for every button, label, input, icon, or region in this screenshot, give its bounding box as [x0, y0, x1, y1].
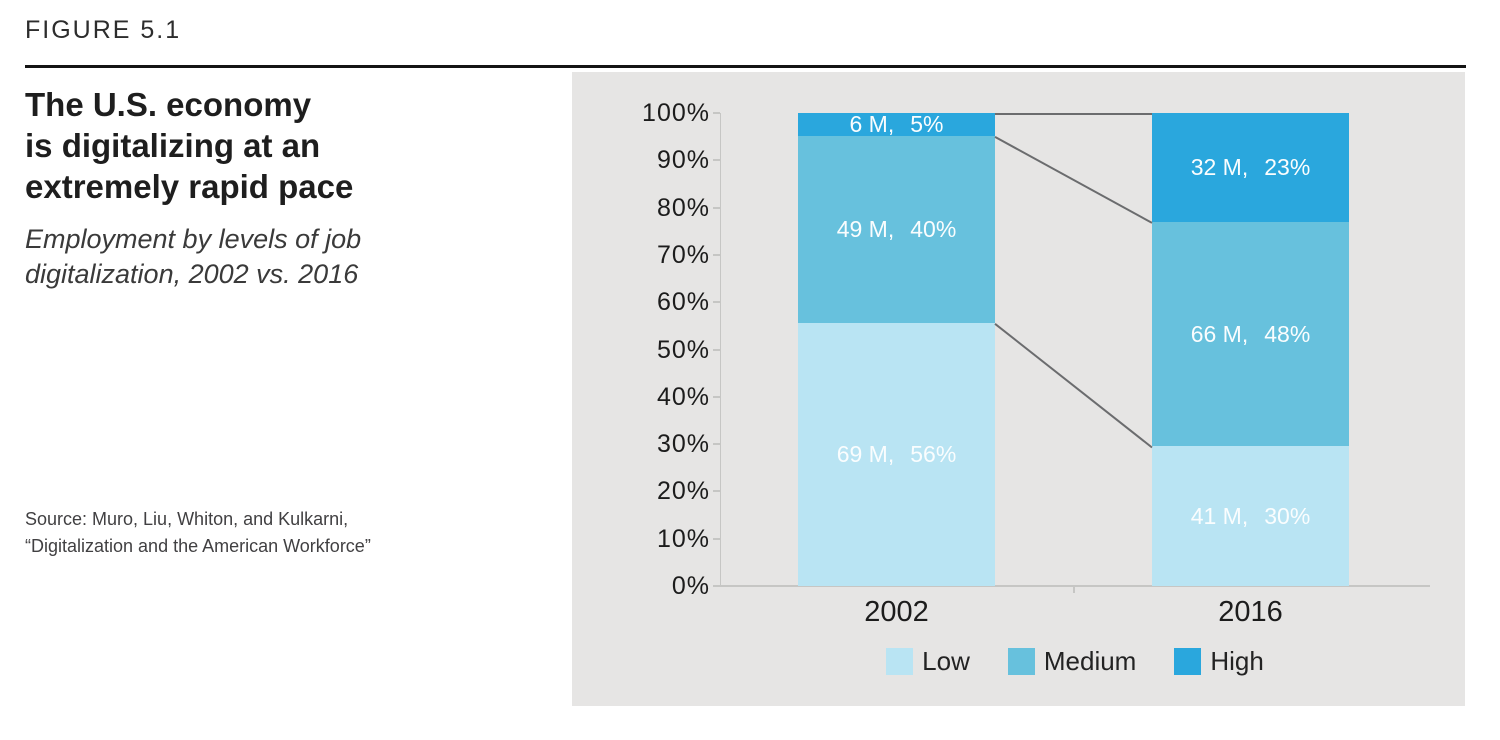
- y-tick: [713, 585, 720, 587]
- y-tick: [713, 253, 720, 256]
- y-tick: [713, 443, 720, 446]
- bar-2016: 41 M, 30% 66 M, 48% 32 M, 23%: [1152, 113, 1349, 586]
- y-tick-label: 70%: [656, 240, 710, 269]
- y-tick: [713, 112, 720, 114]
- connector-line: [994, 323, 1153, 449]
- y-tick-label: 0%: [671, 572, 710, 600]
- y-tick: [713, 537, 720, 540]
- x-category-label: 2002: [864, 596, 929, 628]
- legend-item-medium: Medium: [1007, 646, 1137, 677]
- segment-low-2002: 69 M, 56%: [798, 322, 995, 586]
- figure-label: FIGURE 5.1: [25, 16, 182, 44]
- y-tick: [713, 348, 720, 351]
- segment-label: 41 M, 30%: [1190, 503, 1311, 530]
- chart-legend: Low Medium High: [720, 646, 1430, 677]
- segment-label: 49 M, 40%: [836, 216, 957, 243]
- x-category-label: 2016: [1218, 596, 1283, 628]
- y-tick: [713, 301, 720, 304]
- segment-label: 66 M, 48%: [1190, 321, 1311, 348]
- segment-label: 32 M, 23%: [1190, 154, 1311, 181]
- y-tick-label: 10%: [656, 524, 710, 553]
- y-tick-label: 60%: [656, 288, 710, 317]
- bar-2002: 69 M, 56% 49 M, 40% 6 M, 5%: [798, 111, 995, 586]
- segment-low-2016: 41 M, 30%: [1152, 446, 1349, 586]
- stacked-bar-chart: 0% 10% 20% 30% 40% 50% 60% 70% 80% 90% 100% 69 M, 56…: [572, 72, 1465, 706]
- segment-high-2016: 32 M, 23%: [1152, 113, 1349, 222]
- y-tick-label: 50%: [656, 335, 710, 364]
- y-tick-label: 20%: [656, 477, 710, 506]
- connector-line: [994, 136, 1153, 224]
- y-tick-label: 80%: [656, 193, 710, 222]
- y-tick-label: 30%: [656, 430, 710, 459]
- legend-label: Low: [922, 646, 970, 676]
- x-axis-tick: [1073, 587, 1075, 593]
- segment-label: 6 M, 5%: [849, 111, 944, 138]
- legend-label: High: [1210, 646, 1264, 676]
- legend-swatch-high: [1174, 648, 1202, 675]
- y-tick: [713, 490, 720, 493]
- y-tick-label: 90%: [656, 146, 710, 175]
- source-note: Source: Muro, Liu, Whiton, and Kulkarni,…: [25, 509, 371, 556]
- segment-label: 69 M, 56%: [836, 441, 957, 468]
- page-title: The U.S. economy is digitalizing at an e…: [25, 86, 354, 205]
- legend-item-high: High: [1174, 646, 1264, 677]
- x-axis-line: [720, 585, 1430, 587]
- segment-medium-2002: 49 M, 40%: [798, 135, 995, 323]
- legend-item-low: Low: [886, 646, 970, 677]
- title-rule: [25, 65, 1466, 68]
- chart-subtitle: Employment by levels of job digitalizati…: [25, 224, 362, 289]
- legend-swatch-medium: [1007, 648, 1035, 675]
- legend-label: Medium: [1043, 646, 1137, 676]
- y-tick: [713, 159, 720, 162]
- y-axis-line: [720, 113, 721, 586]
- segment-medium-2016: 66 M, 48%: [1152, 221, 1349, 447]
- segment-high-2002: 6 M, 5%: [798, 111, 995, 138]
- y-tick: [713, 206, 720, 209]
- y-tick: [713, 395, 720, 398]
- chart-panel: 0% 10% 20% 30% 40% 50% 60% 70% 80% 90% 100% 69 M, 56…: [572, 72, 1465, 706]
- y-tick-label: 100%: [642, 99, 710, 127]
- y-tick-label: 40%: [656, 382, 710, 411]
- legend-swatch-low: [886, 648, 914, 675]
